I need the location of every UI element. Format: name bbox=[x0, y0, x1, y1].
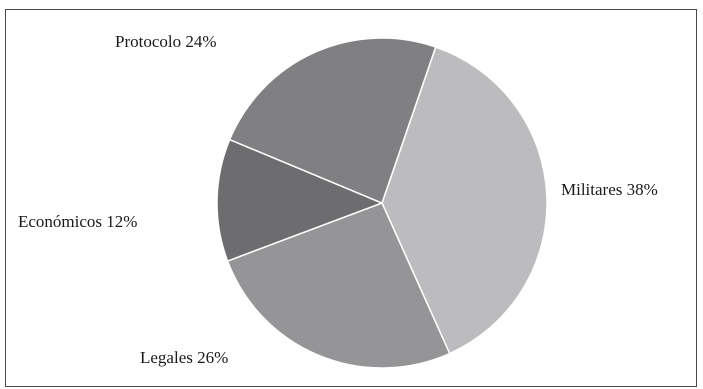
pie-slice-legales bbox=[226, 202, 451, 369]
pie-slices bbox=[216, 37, 548, 369]
pie-slice-economicos bbox=[216, 138, 383, 262]
pie-slice-militares bbox=[381, 46, 548, 355]
pie-slice-protocolo bbox=[228, 37, 437, 204]
slice-label-economicos: Económicos 12% bbox=[18, 212, 137, 231]
chart-frame bbox=[5, 9, 697, 387]
slice-label-protocolo: Protocolo 24% bbox=[115, 32, 217, 51]
slice-label-militares: Militares 38% bbox=[561, 180, 658, 199]
pie-labels: Militares 38% Legales 26% Económicos 12% Pr… bbox=[18, 32, 658, 367]
slice-label-legales: Legales 26% bbox=[140, 348, 228, 367]
